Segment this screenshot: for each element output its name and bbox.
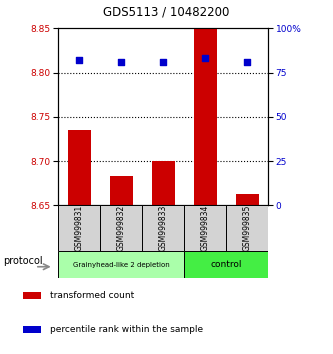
- Point: [119, 59, 124, 65]
- Bar: [184, 251, 268, 278]
- Text: transformed count: transformed count: [50, 291, 134, 300]
- Bar: [100, 205, 142, 251]
- Bar: [23, 292, 41, 299]
- Bar: [226, 205, 268, 251]
- Text: GSM999831: GSM999831: [75, 204, 84, 251]
- Bar: [235, 194, 259, 205]
- Bar: [142, 205, 184, 251]
- Text: GDS5113 / 10482200: GDS5113 / 10482200: [103, 5, 230, 18]
- Text: GSM999832: GSM999832: [117, 204, 126, 251]
- Text: protocol: protocol: [3, 256, 43, 266]
- Text: Grainyhead-like 2 depletion: Grainyhead-like 2 depletion: [73, 262, 169, 268]
- Point: [77, 57, 82, 63]
- Bar: [184, 205, 226, 251]
- Text: control: control: [210, 260, 242, 269]
- Text: GSM999834: GSM999834: [200, 204, 210, 251]
- Text: GSM999835: GSM999835: [242, 204, 252, 251]
- Bar: [58, 205, 100, 251]
- Text: percentile rank within the sample: percentile rank within the sample: [50, 325, 203, 334]
- Bar: [68, 130, 91, 205]
- Point: [244, 59, 250, 65]
- Bar: [152, 161, 175, 205]
- Text: GSM999833: GSM999833: [159, 204, 168, 251]
- Point: [161, 59, 166, 65]
- Point: [202, 56, 208, 61]
- Bar: [58, 251, 184, 278]
- Bar: [193, 28, 217, 205]
- Bar: [110, 176, 133, 205]
- Bar: [23, 326, 41, 333]
